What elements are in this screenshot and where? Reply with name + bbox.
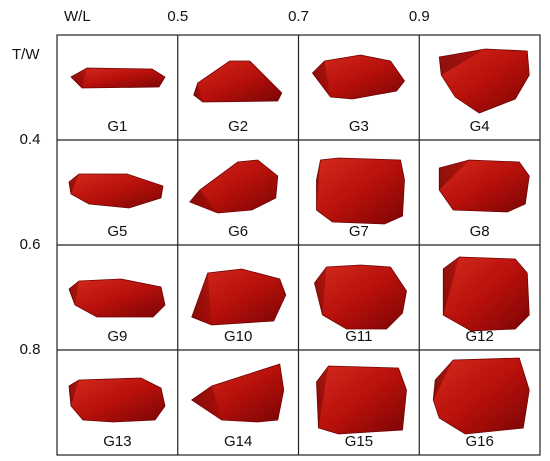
particle-face <box>433 360 454 400</box>
particle-shape <box>316 157 405 225</box>
cell-label: G10 <box>224 328 252 345</box>
particle-shape <box>68 377 166 423</box>
x-tick-label: 0.5 <box>167 8 188 25</box>
particle-shape <box>311 54 405 100</box>
y-tick-label: 0.4 <box>20 131 41 148</box>
particle-face <box>439 49 486 75</box>
particle-face <box>69 281 79 305</box>
cell-label: G14 <box>224 433 252 450</box>
particle-shape <box>189 159 279 214</box>
cell-label: G7 <box>349 223 369 240</box>
particle-shape <box>316 365 407 435</box>
particle-face <box>69 380 79 406</box>
particle-face <box>189 190 218 213</box>
cell-label: G13 <box>103 433 131 450</box>
particle-shape <box>68 278 166 318</box>
x-tick-label: 0.9 <box>409 8 430 25</box>
particle-face <box>191 273 212 325</box>
particle-face <box>312 61 331 97</box>
cell-label: G8 <box>470 223 490 240</box>
cell-label: G12 <box>465 328 493 345</box>
cell-label: G16 <box>465 433 493 450</box>
particle-shape <box>438 48 530 114</box>
particle-face <box>314 267 327 315</box>
particle-face <box>316 366 329 428</box>
x-tick-label: 0.7 <box>288 8 309 25</box>
x-axis-label: W/L <box>64 8 91 25</box>
particle-face <box>193 83 203 102</box>
cell-label: G4 <box>470 118 490 135</box>
cell-label: G1 <box>107 118 127 135</box>
cell-label: G9 <box>107 328 127 345</box>
cell-label: G3 <box>349 118 369 135</box>
cell-label: G5 <box>107 223 127 240</box>
particle-shape <box>442 256 530 332</box>
cell-label: G11 <box>345 328 372 345</box>
y-tick-label: 0.6 <box>20 236 41 253</box>
particle-shape <box>193 60 283 103</box>
cell-label: G6 <box>228 223 248 240</box>
particle-face <box>191 386 222 420</box>
particle-face <box>69 174 79 194</box>
cell-label: G2 <box>228 118 248 135</box>
particle-face <box>439 160 470 190</box>
y-tick-label: 0.8 <box>20 341 41 358</box>
particle-shape <box>432 357 530 435</box>
particle-face <box>443 257 460 315</box>
particle-face <box>71 68 87 88</box>
y-axis-label: T/W <box>12 46 40 63</box>
particle-shape <box>438 159 530 213</box>
grid-lines <box>57 35 540 455</box>
particle-shape <box>314 264 407 330</box>
particle-shape <box>191 268 287 326</box>
particle-face <box>316 160 321 210</box>
cell-label: G15 <box>345 433 373 450</box>
particle-shape <box>68 173 164 209</box>
